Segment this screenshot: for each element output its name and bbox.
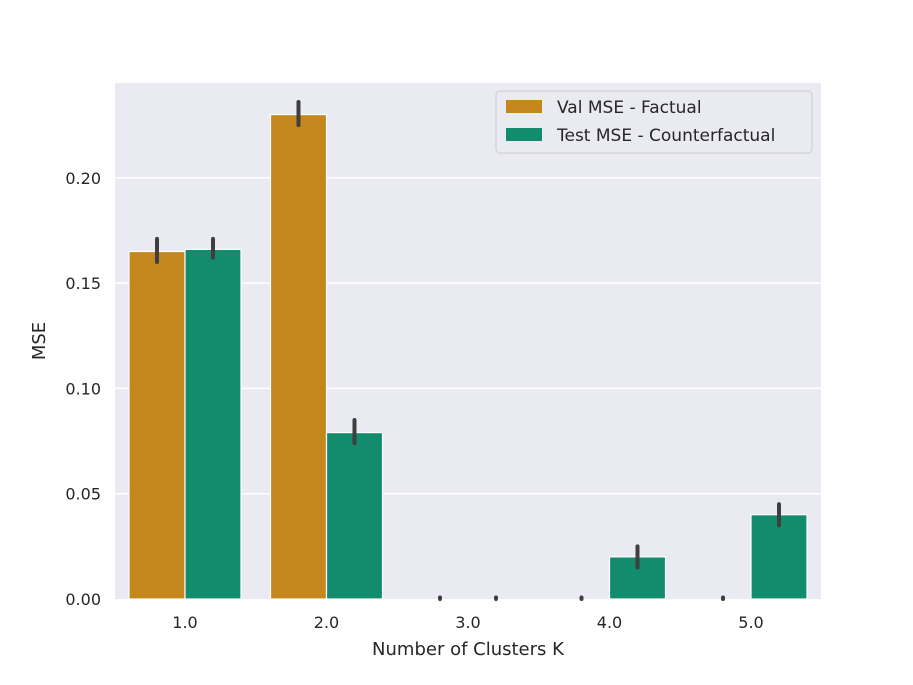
y-tick-label: 0.05 bbox=[65, 485, 101, 504]
legend-box bbox=[495, 90, 813, 154]
y-tick-label: 0.00 bbox=[65, 590, 101, 609]
bar bbox=[128, 250, 186, 600]
bar bbox=[269, 113, 328, 600]
y-tick-label: 0.20 bbox=[65, 169, 101, 188]
legend: Val MSE - Factual Test MSE - Counterfact… bbox=[495, 90, 813, 154]
legend-swatch-test bbox=[506, 128, 542, 141]
legend-swatch-val bbox=[506, 100, 542, 113]
y-axis-label: MSE bbox=[29, 322, 50, 360]
x-tick-label: 4.0 bbox=[597, 613, 622, 632]
bar bbox=[184, 248, 242, 600]
x-tick-label: 5.0 bbox=[738, 613, 763, 632]
x-tick-label: 2.0 bbox=[314, 613, 339, 632]
legend-label-val: Val MSE - Factual bbox=[557, 98, 702, 118]
y-tick-label: 0.15 bbox=[65, 274, 101, 293]
y-tick-labels: 0.00 0.05 0.10 0.15 0.20 bbox=[65, 169, 101, 609]
x-tick-labels: 1.0 2.0 3.0 4.0 5.0 bbox=[172, 613, 763, 632]
x-tick-label: 3.0 bbox=[455, 613, 480, 632]
y-tick-label: 0.10 bbox=[65, 379, 101, 398]
bar bbox=[325, 432, 384, 600]
error-bars bbox=[155, 99, 781, 601]
x-axis-label: Number of Clusters K bbox=[372, 639, 565, 660]
legend-label-test: Test MSE - Counterfactual bbox=[556, 126, 775, 146]
x-tick-label: 1.0 bbox=[172, 613, 197, 632]
bar bbox=[750, 514, 808, 600]
bars bbox=[128, 113, 808, 600]
